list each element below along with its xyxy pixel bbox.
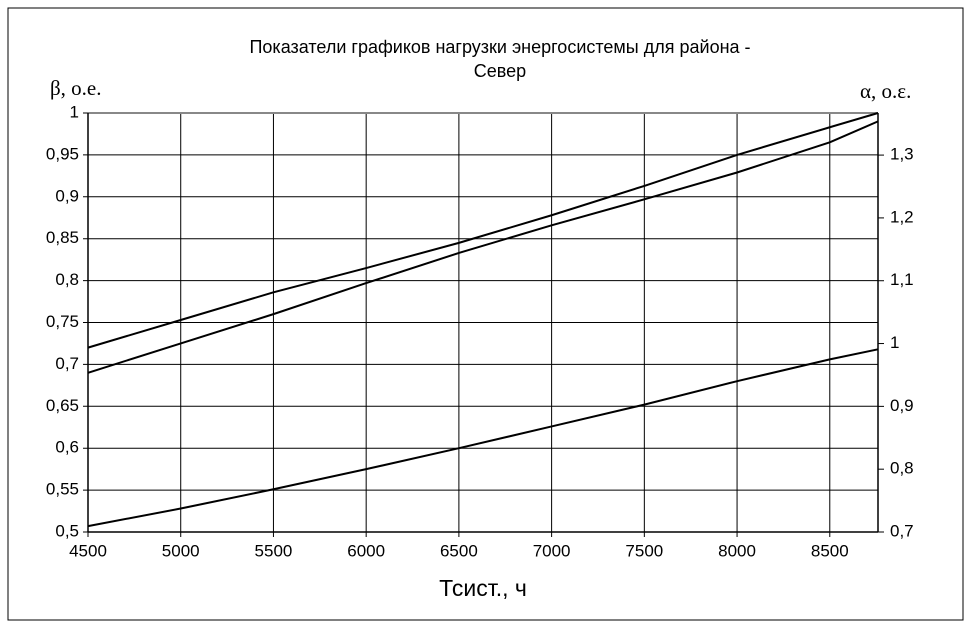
y-tick-label: 0,75	[46, 312, 79, 331]
y-tick-label: 0,55	[46, 480, 79, 499]
x-tick-label: 7000	[533, 541, 571, 560]
y-tick-label: 0,85	[46, 228, 79, 247]
y2-tick-label: 1,3	[890, 145, 914, 164]
y-tick-label: 0,9	[55, 186, 79, 205]
y2-tick-label: 1,2	[890, 207, 914, 226]
y2-tick-label: 0,9	[890, 396, 914, 415]
x-tick-label: 8000	[718, 541, 756, 560]
y2-tick-label: 1	[890, 333, 899, 352]
series-line	[87, 348, 879, 528]
y-tick-label: 0,8	[55, 270, 79, 289]
y2-tick-label: 1,1	[890, 270, 914, 289]
x-tick-label: 5000	[162, 541, 200, 560]
x-tick-label: 7500	[625, 541, 663, 560]
x-tick-label: 4500	[69, 541, 107, 560]
x-tick-label: 6500	[440, 541, 478, 560]
chart-title: Север	[474, 61, 526, 81]
y-tick-label: 0,6	[55, 438, 79, 457]
y-tick-label: 0,7	[55, 354, 79, 373]
y2-axis-label: α, о.ε.	[860, 79, 911, 103]
y-tick-label: 0,5	[55, 521, 79, 540]
y2-tick-label: 0,7	[890, 521, 914, 540]
y-tick-label: 1	[70, 102, 79, 121]
y-tick-label: 0,65	[46, 396, 79, 415]
x-tick-label: 6000	[347, 541, 385, 560]
x-tick-label: 8500	[811, 541, 849, 560]
chart-frame	[7, 7, 964, 621]
x-tick-label: 5500	[255, 541, 293, 560]
chart-title: Показатели графиков нагрузки энергосисте…	[249, 37, 750, 57]
series-line	[87, 112, 879, 349]
series-line	[87, 120, 879, 374]
y-axis-label: β, о.е.	[50, 76, 102, 100]
y2-tick-label: 0,8	[890, 459, 914, 478]
y-tick-label: 0,95	[46, 144, 79, 163]
x-axis-label: Тсист., ч	[439, 575, 527, 601]
